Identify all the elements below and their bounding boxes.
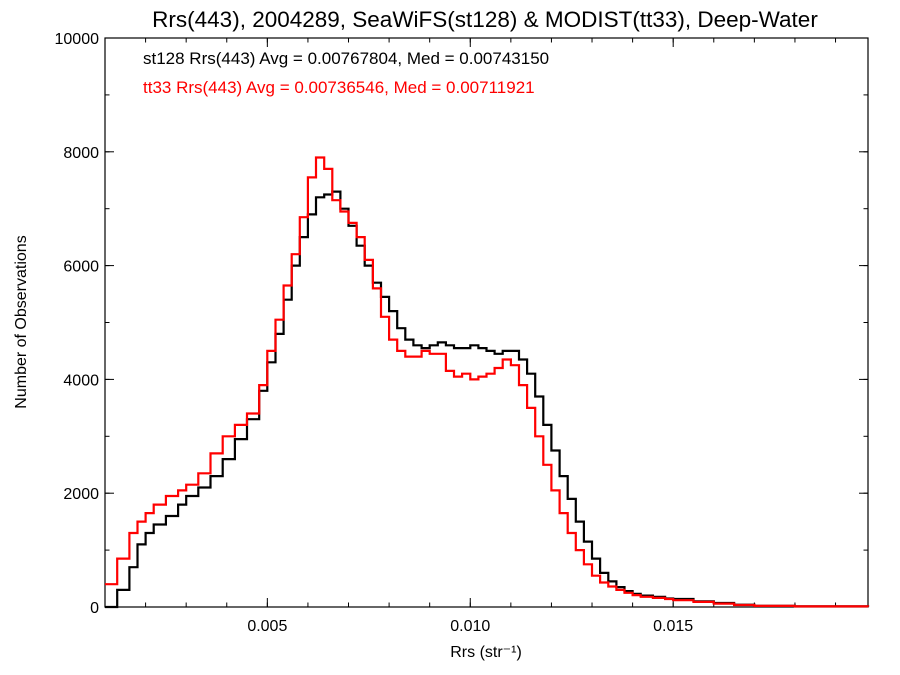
axis-tick-labels: 0.005 0.010 0.015 0 2000 4000 6000 8000 10000: [55, 31, 694, 635]
y-tick-label: 10000: [55, 31, 100, 48]
y-tick-label: 0: [90, 600, 99, 617]
annotation-tt33-stats: tt33 Rrs(443) Avg = 0.00736546, Med = 0.…: [143, 78, 535, 97]
plot-frame: [104, 37, 869, 608]
y-tick-label: 4000: [63, 372, 99, 389]
y-tick-label: 6000: [63, 259, 99, 276]
chart-title: Rrs(443), 2004289, SeaWiFS(st128) & MODI…: [152, 7, 818, 32]
series-line-st128: [105, 190, 870, 609]
y-tick-label: 8000: [63, 145, 99, 162]
x-tick-label: 0.005: [247, 618, 287, 635]
y-tick-label: 2000: [63, 486, 99, 503]
x-axis-label: Rrs (str⁻¹): [450, 644, 522, 661]
x-tick-label: 0.015: [653, 618, 693, 635]
annotation-st128-stats: st128 Rrs(443) Avg = 0.00767804, Med = 0…: [143, 49, 549, 68]
axis-ticks: [104, 37, 868, 608]
series-layer: [105, 156, 870, 609]
x-tick-label: 0.010: [450, 618, 490, 635]
series-line-tt33: [105, 156, 870, 608]
y-axis-label: Number of Observations: [13, 235, 30, 408]
